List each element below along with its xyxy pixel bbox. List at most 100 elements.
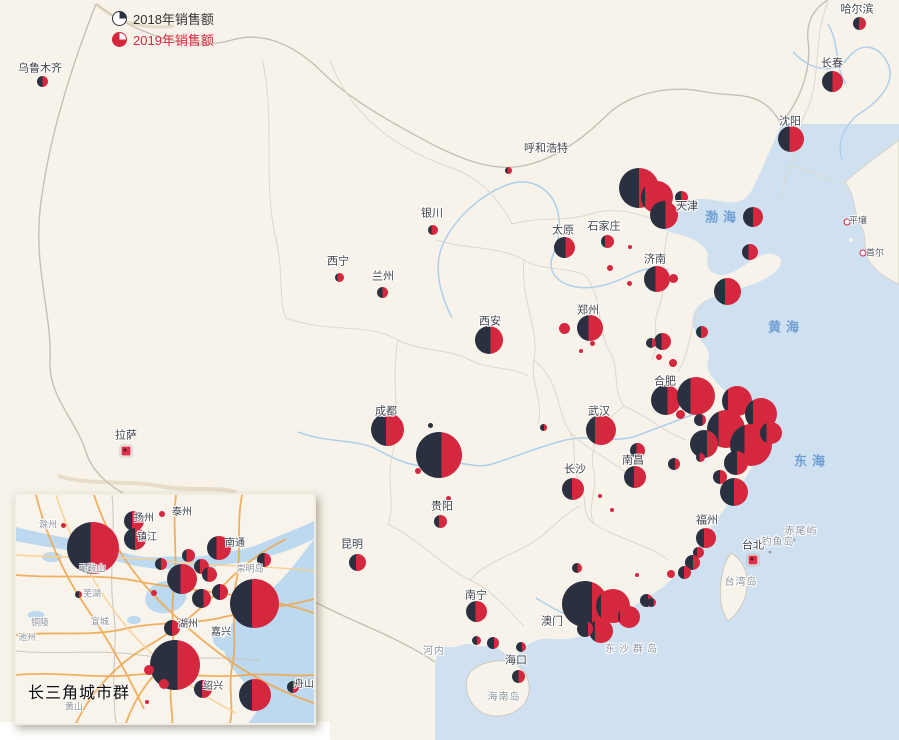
sales-pie[interactable] xyxy=(713,277,741,305)
sales-pie[interactable] xyxy=(151,590,157,596)
sales-pie[interactable] xyxy=(667,570,675,578)
sales-pie[interactable] xyxy=(239,679,271,711)
sales-pie[interactable] xyxy=(212,584,228,600)
sales-pie[interactable] xyxy=(334,272,344,282)
sales-pie[interactable] xyxy=(742,244,758,260)
sales-pie[interactable] xyxy=(852,16,866,30)
sales-pie[interactable] xyxy=(553,236,575,258)
sales-pie[interactable] xyxy=(164,620,180,636)
sales-pie[interactable] xyxy=(646,338,656,348)
sales-pie[interactable] xyxy=(694,414,706,426)
sales-pie[interactable] xyxy=(618,606,640,628)
sales-pie[interactable] xyxy=(181,548,195,562)
sales-pie[interactable] xyxy=(600,234,614,248)
sales-pie[interactable] xyxy=(695,452,705,462)
sales-pie[interactable] xyxy=(577,315,603,341)
sales-pie[interactable] xyxy=(677,565,691,579)
sales-pie[interactable] xyxy=(724,451,748,475)
legend-item-2018[interactable]: 2018年销售额 xyxy=(112,8,214,29)
sales-pie[interactable] xyxy=(124,528,146,550)
sales-pie[interactable] xyxy=(427,422,433,428)
sales-pie[interactable] xyxy=(690,430,718,458)
inset-map[interactable]: 滁州 扬州 镇江 泰州 南通 马鞍山 芜湖 崇明岛 湖州 嘉兴 宣城 铜陵 池州 黄山 绍兴 舟山 长三角城市… xyxy=(14,493,316,725)
sales-pie[interactable] xyxy=(74,590,82,598)
sales-pie[interactable] xyxy=(229,578,279,628)
sales-pie[interactable] xyxy=(624,466,646,488)
sales-pie[interactable] xyxy=(743,207,763,227)
sales-pie[interactable] xyxy=(644,266,670,292)
sales-pie[interactable] xyxy=(416,432,462,478)
sales-pie[interactable] xyxy=(669,359,677,367)
sales-pie[interactable] xyxy=(650,201,678,229)
sales-pie[interactable] xyxy=(598,494,602,498)
sales-pie[interactable] xyxy=(194,680,212,698)
sales-pie[interactable] xyxy=(760,422,782,444)
sales-pie[interactable] xyxy=(36,75,48,87)
sales-pie[interactable] xyxy=(124,511,144,531)
sales-pie[interactable] xyxy=(504,166,512,174)
sales-pie[interactable] xyxy=(684,554,700,570)
sales-pie[interactable] xyxy=(155,558,167,570)
sales-pie[interactable] xyxy=(562,478,584,500)
sales-pie[interactable] xyxy=(674,190,688,204)
sales-pie[interactable] xyxy=(516,642,526,652)
sales-pie[interactable] xyxy=(145,700,149,704)
sales-pie[interactable] xyxy=(589,619,613,643)
sales-pie[interactable] xyxy=(653,332,671,350)
sales-pie[interactable] xyxy=(646,597,656,607)
sales-pie[interactable] xyxy=(511,669,525,683)
sales-pie[interactable] xyxy=(607,265,613,271)
sales-pie[interactable] xyxy=(445,495,451,501)
sales-pie[interactable] xyxy=(348,553,366,571)
sales-pie[interactable] xyxy=(778,126,804,152)
sales-pie[interactable] xyxy=(651,385,681,415)
sales-pie[interactable] xyxy=(475,326,503,354)
sales-pie[interactable] xyxy=(60,522,66,528)
sales-pie[interactable] xyxy=(629,442,645,458)
sales-pie[interactable] xyxy=(287,681,299,693)
sales-pie[interactable] xyxy=(207,536,231,560)
sales-pie[interactable] xyxy=(668,458,680,470)
sales-pie[interactable] xyxy=(579,349,583,353)
sales-pie[interactable] xyxy=(471,635,481,645)
sales-pie[interactable] xyxy=(428,225,438,235)
sales-pie[interactable] xyxy=(201,566,217,582)
sales-pie[interactable] xyxy=(677,377,715,415)
sales-pie[interactable] xyxy=(433,514,447,528)
city-marker[interactable] xyxy=(120,445,132,457)
sales-pie[interactable] xyxy=(577,621,593,637)
sales-pie[interactable] xyxy=(370,412,404,446)
city-marker[interactable] xyxy=(747,554,759,566)
sales-pie[interactable] xyxy=(376,286,388,298)
sales-pie[interactable] xyxy=(586,415,616,445)
sales-pie[interactable] xyxy=(159,511,165,517)
sales-pie[interactable] xyxy=(150,640,200,690)
sales-pie[interactable] xyxy=(465,600,487,622)
sales-pie[interactable] xyxy=(696,528,716,548)
sales-pie[interactable] xyxy=(668,273,678,283)
city-marker[interactable] xyxy=(859,249,867,257)
sales-pie[interactable] xyxy=(572,563,582,573)
sales-pie[interactable] xyxy=(191,588,211,608)
sales-pie[interactable] xyxy=(144,665,154,675)
sales-pie[interactable] xyxy=(628,245,632,249)
sales-pie[interactable] xyxy=(257,553,271,567)
sales-pie[interactable] xyxy=(635,573,639,577)
sales-pie[interactable] xyxy=(610,508,614,512)
legend-item-2019[interactable]: 2019年销售额 xyxy=(112,29,214,50)
sales-pie[interactable] xyxy=(720,478,748,506)
sales-pie[interactable] xyxy=(692,546,704,558)
sales-pie[interactable] xyxy=(696,326,708,338)
sales-pie[interactable] xyxy=(167,564,197,594)
sales-pie[interactable] xyxy=(626,280,632,286)
sales-pie[interactable] xyxy=(539,423,547,431)
sales-pie[interactable] xyxy=(713,470,727,484)
sales-pie[interactable] xyxy=(675,409,685,419)
sales-pie[interactable] xyxy=(415,468,421,474)
sales-pie[interactable] xyxy=(487,637,499,649)
city-marker[interactable] xyxy=(843,218,851,226)
sales-pie[interactable] xyxy=(67,522,119,574)
sales-pie[interactable] xyxy=(159,679,169,689)
sales-pie[interactable] xyxy=(821,70,843,92)
